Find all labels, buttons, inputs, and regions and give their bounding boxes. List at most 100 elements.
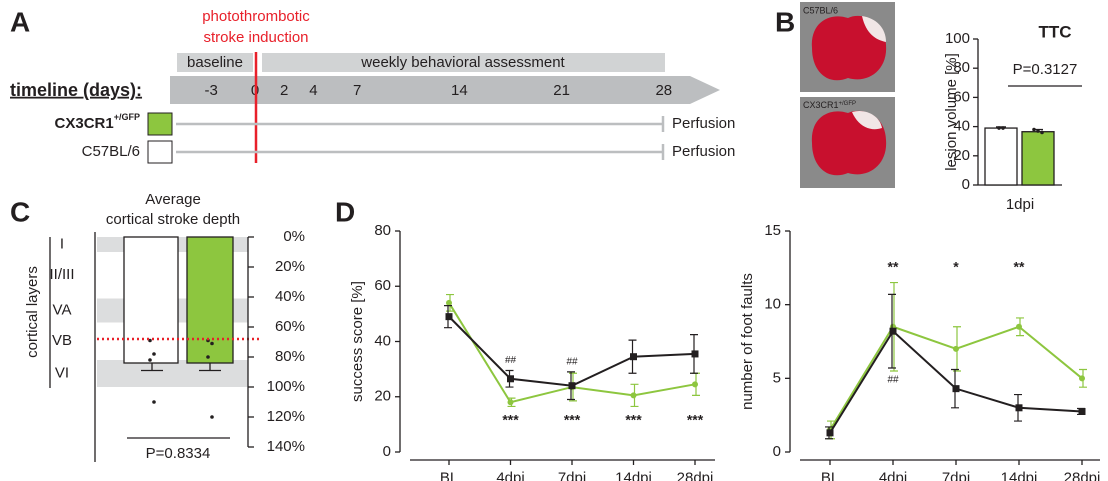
- y-axis-label: success score [%]: [349, 281, 366, 402]
- data-point: [152, 400, 156, 404]
- data-point: [1032, 127, 1036, 132]
- y-tick-label: 20: [953, 147, 970, 164]
- marker: [826, 429, 834, 437]
- marker: [692, 381, 698, 388]
- y-tick-label: 80: [374, 222, 391, 239]
- x-tick-label: 7dpi: [558, 469, 586, 481]
- brain-image: CX3CR1+/GFP: [800, 97, 895, 188]
- marker: [952, 385, 960, 393]
- group-label: CX3CR1+/GFP: [55, 112, 140, 132]
- panel-label: A: [10, 6, 30, 37]
- marker: [1079, 375, 1085, 382]
- significance-label: ***: [564, 412, 581, 428]
- marker: [445, 313, 453, 321]
- day-label: 4: [309, 82, 317, 99]
- group-swatch: [147, 112, 173, 136]
- group-superscript: +/GFP: [114, 112, 140, 122]
- x-tick-label: BL: [440, 469, 458, 481]
- error-bar: [199, 363, 221, 372]
- chart-title: Average: [145, 191, 201, 208]
- data-point: [210, 415, 214, 419]
- bar: [186, 236, 234, 364]
- marker: [507, 375, 514, 383]
- timeline-arrow: [170, 76, 720, 104]
- day-label: 2: [280, 82, 288, 99]
- significance-label: **: [888, 259, 899, 275]
- group-label: C57BL/6: [82, 143, 140, 160]
- data-point: [1001, 126, 1005, 130]
- marker: [1078, 407, 1086, 415]
- y-tick-label: 40%: [275, 288, 305, 305]
- data-point: [152, 352, 156, 356]
- x-tick-label: 14dpi: [1001, 469, 1038, 481]
- group-end-label: Perfusion: [672, 115, 735, 132]
- layer-band: [97, 360, 248, 387]
- annotation: P=0.8334: [146, 445, 211, 462]
- chart-title: TTC: [1038, 22, 1071, 41]
- stroke-label: stroke induction: [203, 29, 308, 46]
- y-tick-label: 120%: [267, 408, 305, 425]
- y-tick-label: 0: [962, 176, 970, 193]
- day-label: -3: [205, 82, 218, 99]
- group-end-label: Perfusion: [672, 143, 735, 160]
- data-point: [148, 338, 152, 343]
- significance-label: ***: [625, 412, 642, 428]
- panel-label: B: [775, 6, 795, 37]
- y-tick-label: 0%: [283, 228, 305, 245]
- layer-label: VB: [52, 332, 72, 349]
- x-tick-label: 7dpi: [942, 469, 970, 481]
- data-point: [1036, 129, 1040, 133]
- x-tick-label: 4dpi: [879, 469, 907, 481]
- layer-label: VI: [55, 364, 69, 381]
- marker: [630, 392, 637, 399]
- marker: [1016, 323, 1022, 330]
- y-tick-label: 0: [773, 443, 781, 460]
- data-point: [997, 126, 1001, 130]
- y-axis-label: lesion volume [%]: [943, 53, 960, 171]
- marker: [691, 350, 699, 358]
- y-tick-label: 0: [383, 443, 391, 460]
- y-tick-label: 60%: [275, 318, 305, 335]
- x-tick-label: 1dpi: [1006, 196, 1034, 213]
- y-tick-label: 140%: [267, 438, 305, 455]
- layer-label: I: [60, 235, 64, 252]
- y-axis-label: cortical layers: [24, 266, 41, 358]
- bar: [984, 127, 1018, 186]
- group-name: CX3CR1: [55, 115, 114, 132]
- significance-label: ##: [887, 375, 899, 386]
- bar: [1021, 131, 1055, 186]
- y-tick-label: 60: [374, 277, 391, 294]
- marker: [568, 382, 576, 390]
- data-point: [148, 358, 152, 362]
- marker: [446, 299, 452, 306]
- layer-label: VA: [53, 301, 72, 318]
- baseline-box: [177, 53, 253, 72]
- significance-label: **: [1014, 259, 1025, 275]
- x-tick-label: 28dpi: [1064, 469, 1101, 481]
- assessment-label: weekly behavioral assessment: [360, 54, 565, 71]
- x-tick-label: 4dpi: [496, 469, 524, 481]
- y-tick-label: 20%: [275, 258, 305, 275]
- significance-label: ##: [566, 357, 578, 368]
- data-point: [210, 341, 214, 346]
- chart-title: cortical stroke depth: [106, 211, 240, 228]
- y-tick-label: 40: [953, 118, 970, 135]
- bar: [123, 236, 179, 364]
- series-line: [448, 315, 696, 387]
- y-tick-label: 40: [374, 332, 391, 349]
- image-label: CX3CR1+/GFP: [803, 100, 856, 110]
- error-bar: [141, 363, 163, 372]
- stroke-label: photothrombotic: [202, 8, 310, 25]
- significance-label: ***: [502, 412, 519, 428]
- marker: [630, 353, 637, 361]
- y-tick-label: 10: [764, 296, 781, 313]
- significance-label: *: [953, 259, 959, 275]
- y-tick-label: 80%: [275, 348, 305, 365]
- panel-label: C: [10, 196, 30, 227]
- image-superscript: +/GFP: [839, 101, 857, 107]
- timeline-label: timeline (days):: [10, 80, 142, 100]
- day-label: 21: [553, 82, 570, 99]
- day-label: 14: [451, 82, 468, 99]
- x-tick-label: 14dpi: [615, 469, 652, 481]
